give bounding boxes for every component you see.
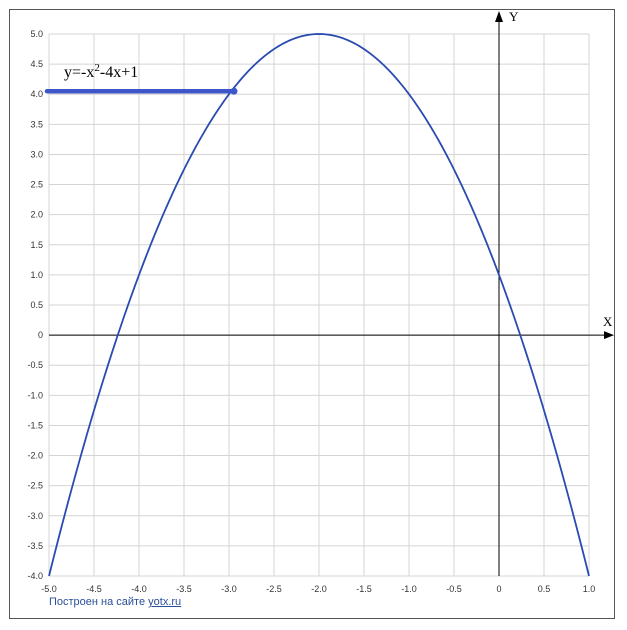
y-tick-label: 1.0 [30,270,43,280]
y-tick-label: 2.0 [30,210,43,220]
y-tick-label: -2.5 [27,481,43,491]
y-tick-label: -0.5 [27,360,43,370]
x-tick-label: -2.0 [311,584,327,594]
y-tick-label: 1.5 [30,240,43,250]
x-tick-label: 0 [496,584,501,594]
axes: XY [49,9,614,576]
credit-link[interactable]: yotx.ru [148,596,182,608]
x-tick-label: -4.0 [131,584,147,594]
y-tick-label: -4.0 [27,571,43,581]
credit-text: Построен на сайте [49,596,149,608]
x-tick-label: -3.5 [176,584,192,594]
x-tick-label: -1.0 [401,584,417,594]
y-tick-label: 4.5 [30,59,43,69]
legend-marker [230,87,238,95]
legend: y=-x2-4x+1 [44,62,238,95]
legend-label-rest: -4x+1 [100,64,138,81]
y-tick-label: -3.5 [27,541,43,551]
legend-label: y=-x2-4x+1 [64,62,138,81]
tick-labels: -5.0 -4.5 -4.0 -3.5 -3.0 -2.5 -2.0 -1.5 -1.0 -0.5… [27,29,595,594]
x-axis-label: X [603,314,613,329]
y-tick-label: -1.0 [27,390,43,400]
x-tick-label: -1.5 [356,584,372,594]
y-axis-arrow [495,11,503,22]
y-tick-label: 0 [38,330,43,340]
y-tick-label: 0.5 [30,300,43,310]
x-axis-arrow [604,331,614,340]
grid-lines [48,33,590,577]
x-tick-label: 1.0 [583,584,596,594]
x-tick-label: 0.5 [538,584,551,594]
legend-label-sup: 2 [94,62,100,74]
x-tick-label: -2.5 [266,584,282,594]
y-tick-label: -2.0 [27,451,43,461]
y-tick-label: 5.0 [30,29,43,39]
y-axis-label: Y [509,9,519,24]
x-tick-label: -5.0 [41,584,57,594]
y-tick-label: 4.0 [30,89,43,99]
y-tick-label: -1.5 [27,420,43,430]
x-tick-label: -0.5 [446,584,462,594]
legend-label-main: y=-x [64,64,94,81]
credit-line: Построен на сайте yotx.ru [49,596,181,608]
y-tick-label: 3.5 [30,119,43,129]
series-layer [48,33,590,577]
y-tick-label: 3.0 [30,149,43,159]
x-tick-label: -3.0 [221,584,237,594]
y-tick-label: -3.0 [27,511,43,521]
y-tick-label: 2.5 [30,180,43,190]
x-tick-label: -4.5 [86,584,102,594]
